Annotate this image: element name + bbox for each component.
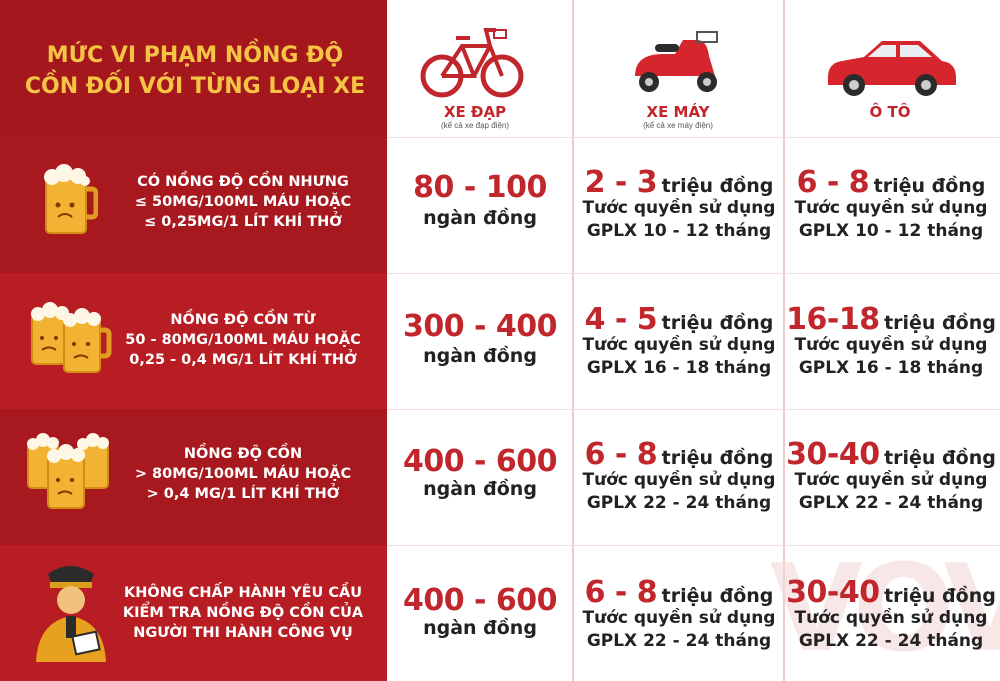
car-fine-2: 16-18 triệu đồng [786, 302, 996, 337]
car-license-text: Tước quyền sử dụng [794, 198, 988, 218]
bike-fine-amount-2: 300 - 400 [402, 309, 558, 344]
condition-text-2: NỒNG ĐỘ CỒN TỪ 50 - 80MG/100ML MÁU HOẶC … [125, 312, 361, 368]
moto-license-duration: GPLX 16 - 18 tháng [586, 358, 772, 378]
vehicle-label-moto: XE MÁY [646, 103, 710, 121]
row-divider [387, 545, 1000, 546]
condition-text-1: CÓ NỒNG ĐỘ CỒN NHƯNG ≤ 50MG/100ML MÁU HO… [134, 174, 352, 230]
moto-fine-1: 2 - 3 triệu đồng [574, 165, 784, 200]
bike-fine-unit-3: ngàn đồng [423, 478, 537, 500]
car-fine-unit: triệu đồng [884, 312, 996, 334]
moto-license-duration: GPLX 22 - 24 tháng [586, 631, 772, 651]
row-divider [387, 273, 1000, 274]
car-license-text: Tước quyền sử dụng [794, 608, 988, 628]
car-license-duration: GPLX 22 - 24 tháng [798, 493, 984, 513]
bike-fine-unit-4: ngàn đồng [423, 617, 537, 639]
bike-fine-amount-4: 400 - 600 [402, 583, 558, 618]
car-fine-amount: 30-40 [786, 437, 880, 472]
moto-fine-4: 6 - 8 triệu đồng [574, 575, 784, 610]
bike-fine-amount-3: 400 - 600 [402, 444, 558, 479]
vehicle-label-bike: XE ĐẠP [443, 103, 507, 121]
row-divider [387, 409, 1000, 410]
moto-license-duration: GPLX 10 - 12 tháng [586, 221, 772, 241]
car-license-text: Tước quyền sử dụng [794, 470, 988, 490]
car-fine-amount: 30-40 [786, 575, 880, 610]
column-divider [783, 0, 785, 681]
moto-fine-unit: triệu đồng [661, 447, 774, 469]
condition-text-4: KHÔNG CHẤP HÀNH YÊU CẦU KIỂM TRA NỒNG ĐỘ… [122, 585, 364, 641]
vehicle-sub-moto: (kể cả xe máy điện) [643, 121, 713, 130]
row-divider [387, 137, 1000, 138]
moto-license-text: Tước quyền sử dụng [582, 470, 776, 490]
bike-fine-unit-2: ngàn đồng [423, 345, 537, 367]
car-fine-unit: triệu đồng [884, 585, 996, 607]
bicycle-icon [420, 20, 524, 105]
title-line-2: CỒN ĐỐI VỚI TỪNG LOẠI XE [24, 74, 366, 99]
title-block: MỨC VI PHẠM NỒNG ĐỘ CỒN ĐỐI VỚI TỪNG LOẠ… [0, 0, 387, 137]
column-divider [572, 0, 574, 681]
moto-fine-3: 6 - 8 triệu đồng [574, 437, 784, 472]
car-fine-amount: 16-18 [786, 302, 880, 337]
title-line-1: MỨC VI PHẠM NỒNG ĐỘ [46, 43, 344, 68]
bike-fine-amount-1: 80 - 100 [413, 170, 547, 205]
vehicle-sub-bike: (kể cả xe đạp điện) [440, 121, 510, 130]
moto-license-text: Tước quyền sử dụng [582, 608, 776, 628]
moto-fine-amount: 6 - 8 [584, 575, 658, 610]
moto-license-duration: GPLX 22 - 24 tháng [586, 493, 772, 513]
bike-fine-unit-1: ngàn đồng [423, 207, 537, 229]
car-fine-unit: triệu đồng [873, 175, 986, 197]
car-fine-unit: triệu đồng [884, 447, 996, 469]
car-license-text: Tước quyền sử dụng [794, 335, 988, 355]
moto-fine-amount: 6 - 8 [584, 437, 658, 472]
car-fine-1: 6 - 8 triệu đồng [786, 165, 996, 200]
car-fine-4: 30-40 triệu đồng [786, 575, 996, 610]
vov-watermark: VOV [770, 540, 1000, 679]
scooter-icon [627, 26, 727, 101]
car-license-duration: GPLX 22 - 24 tháng [798, 631, 984, 651]
car-license-duration: GPLX 16 - 18 tháng [798, 358, 984, 378]
car-fine-amount: 6 - 8 [796, 165, 870, 200]
car-license-duration: GPLX 10 - 12 tháng [798, 221, 984, 241]
beer-mugs-icon [22, 430, 114, 519]
condition-text-3: NỒNG ĐỘ CỒN > 80MG/100ML MÁU HOẶC > 0,4 … [134, 446, 352, 502]
moto-license-text: Tước quyền sử dụng [582, 198, 776, 218]
page-title: MỨC VI PHẠM NỒNG ĐỘ CỒN ĐỐI VỚI TỪNG LOẠ… [20, 40, 370, 102]
car-icon [822, 33, 960, 102]
moto-fine-amount: 2 - 3 [584, 165, 658, 200]
beer-mug-icon [38, 163, 99, 243]
moto-fine-unit: triệu đồng [661, 312, 774, 334]
vehicle-label-car: Ô TÔ [869, 103, 911, 121]
moto-fine-amount: 4 - 5 [584, 302, 658, 337]
moto-license-text: Tước quyền sử dụng [582, 335, 776, 355]
car-fine-3: 30-40 triệu đồng [786, 437, 996, 472]
moto-fine-2: 4 - 5 triệu đồng [574, 302, 784, 337]
police-officer-icon [30, 562, 112, 671]
beer-mugs-icon [26, 300, 116, 385]
moto-fine-unit: triệu đồng [661, 175, 774, 197]
moto-fine-unit: triệu đồng [661, 585, 774, 607]
